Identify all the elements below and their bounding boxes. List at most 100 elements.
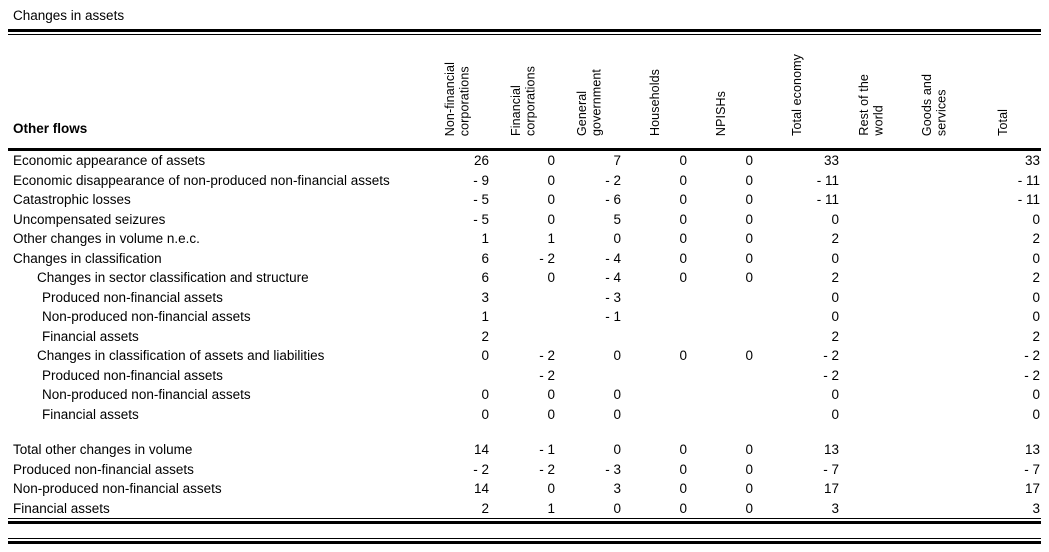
column-header-label: Financial corporations: [508, 66, 538, 136]
row-value: [622, 405, 688, 425]
row-value: 2: [1032, 231, 1040, 246]
row-value: - 2: [823, 348, 839, 363]
row-value: [840, 151, 902, 171]
row-value: - 9: [473, 172, 489, 188]
rule-thick-line: [8, 521, 1041, 524]
row-value: 0: [679, 211, 687, 227]
row-value: 0: [745, 250, 753, 266]
row-value: 2: [831, 328, 839, 344]
row-value: - 7: [1024, 461, 1040, 477]
row-value: 0: [831, 406, 839, 422]
row-value: - 1: [605, 309, 621, 324]
row-value: [622, 385, 688, 405]
table-row: Changes in sector classification and str…: [8, 268, 1041, 288]
row-value: [902, 190, 966, 210]
row-value: [840, 229, 902, 249]
row-value: 0: [679, 192, 687, 207]
table-row: Produced non-financial assets - 2 - 2 - 2: [8, 366, 1041, 386]
row-value: [902, 385, 966, 405]
column-header: Non-financial corporations: [424, 35, 490, 148]
row-value: [902, 479, 966, 499]
row-value: [902, 327, 966, 347]
table-row: Financial assets 0 0 0 0 0: [8, 405, 1041, 425]
row-value: [688, 327, 754, 347]
row-label: Economic appearance of assets: [13, 153, 206, 168]
row-value: 3: [1032, 500, 1040, 516]
row-value: 1: [547, 231, 555, 246]
row-value: 0: [481, 348, 489, 363]
row-value: 0: [613, 231, 621, 246]
row-value: 0: [679, 500, 687, 516]
row-value: [902, 268, 966, 288]
row-value: [424, 366, 490, 386]
row-value: 6: [481, 270, 489, 285]
row-value: [840, 210, 902, 230]
row-value: [902, 460, 966, 480]
row-value: 0: [745, 348, 753, 363]
row-value: 0: [679, 348, 687, 363]
row-value: [490, 288, 556, 308]
row-value: [622, 327, 688, 347]
row-value: 33: [1024, 153, 1040, 168]
row-label: Other changes in volume n.e.c.: [13, 231, 200, 246]
row-value: [840, 268, 902, 288]
table-header-row: Other flows Non-financial corporations F…: [8, 35, 1041, 148]
row-value: 0: [745, 211, 753, 227]
row-value: 2: [1032, 270, 1040, 285]
row-value: 0: [1032, 387, 1040, 402]
row-value: [840, 249, 902, 269]
table-row: Financial assets 2 1 0 0 0 3 3: [8, 499, 1041, 519]
row-label: Financial assets: [42, 406, 139, 422]
row-value: 0: [745, 270, 753, 285]
row-value: 0: [745, 461, 753, 477]
row-label: Economic disappearance of non-produced n…: [13, 172, 390, 188]
table-row: Non-produced non-financial assets 14 0 3 0 0…: [8, 479, 1041, 499]
row-value: - 7: [823, 461, 839, 477]
rule-thick-line: [8, 29, 1041, 32]
row-value: 0: [745, 153, 753, 168]
row-value: 0: [1032, 309, 1040, 324]
row-value: [902, 366, 966, 386]
row-value: - 5: [473, 192, 489, 207]
row-value: [622, 288, 688, 308]
row-value: 0: [831, 289, 839, 305]
row-value: 1: [481, 231, 489, 246]
row-value: [902, 229, 966, 249]
row-value: 2: [831, 270, 839, 285]
row-value: [840, 385, 902, 405]
row-value: 0: [1032, 406, 1040, 422]
column-header: Financial corporations: [490, 35, 556, 148]
row-value: - 2: [823, 367, 839, 383]
row-value: - 2: [1024, 348, 1040, 363]
row-value: 0: [613, 348, 621, 363]
row-value: 0: [613, 500, 621, 516]
column-header: Total economy: [754, 35, 840, 148]
row-value: 0: [745, 231, 753, 246]
row-value: 7: [613, 153, 621, 168]
row-label: Financial assets: [42, 328, 139, 344]
table-row: Changes in classification 6 - 2 - 4 0 0 0 0: [8, 249, 1041, 269]
row-value: 2: [1032, 328, 1040, 344]
row-value: - 4: [605, 250, 621, 266]
row-value: 0: [547, 387, 555, 402]
top-double-rule: [8, 29, 1041, 35]
row-value: [490, 327, 556, 347]
row-value: 0: [1032, 289, 1040, 305]
row-value: 0: [547, 270, 555, 285]
row-label: Non-produced non-financial assets: [42, 387, 251, 402]
table-row: Total other changes in volume 14 - 1 0 0 0 13…: [8, 440, 1041, 460]
row-value: 0: [831, 250, 839, 266]
row-value: - 2: [1024, 367, 1040, 383]
row-value: 0: [679, 172, 687, 188]
row-value: 3: [613, 481, 621, 496]
row-value: 14: [473, 442, 489, 457]
row-value: 0: [613, 387, 621, 402]
row-label: Produced non-financial assets: [42, 289, 223, 305]
column-header: General government: [556, 35, 622, 148]
row-value: [902, 405, 966, 425]
row-value: [840, 479, 902, 499]
row-value: 0: [745, 500, 753, 516]
row-value: 0: [547, 192, 555, 207]
row-label: Financial assets: [13, 500, 110, 516]
table-row: Catastrophic losses - 5 0 - 6 0 0 - 11 - 11: [8, 190, 1041, 210]
